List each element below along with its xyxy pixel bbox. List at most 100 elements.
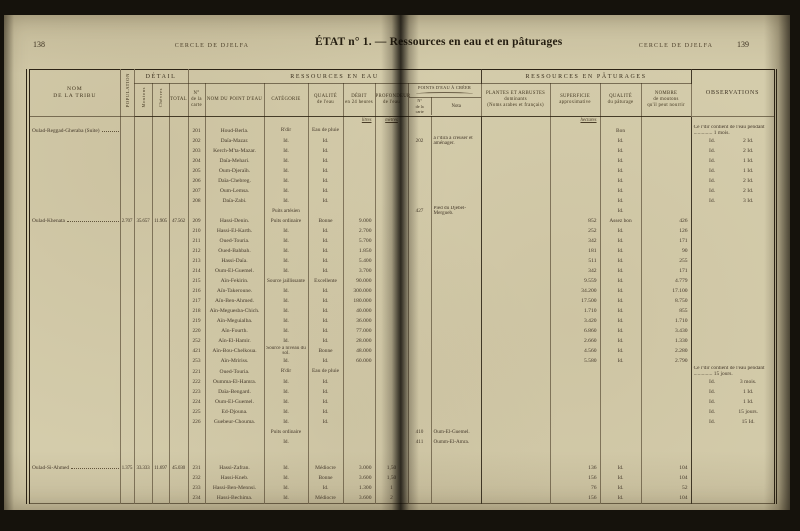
cell-debit: 180.000 [343, 296, 376, 307]
cell-population [120, 326, 135, 337]
cell-categorie: Id. [264, 336, 309, 347]
cell-tribe [28, 417, 121, 428]
cell-nombre-moutons: 104 [641, 493, 692, 504]
cell-pec-nota: Pied du Djebel-Mergueb. [431, 206, 482, 217]
cell-total [169, 176, 189, 187]
cell-plantes [481, 417, 551, 428]
cell-population [120, 176, 135, 187]
cell-chevres [152, 296, 170, 307]
table-row: 214 Oum-El-Guemel. Id. Id. 3.700 342 Id. 171 [28, 266, 776, 277]
cell-pec-no: 427 [408, 206, 432, 217]
cell-tribe [28, 146, 121, 157]
cell-observations: Id. 1 Id. [691, 397, 776, 408]
cell-tribe [28, 483, 121, 494]
cell-tribe [28, 316, 121, 327]
cell-total [169, 286, 189, 297]
cell-qualite-eau: Id. [308, 326, 344, 337]
cell-tribe [28, 407, 121, 418]
cell-population [120, 296, 135, 307]
cell-qualite-eau: Id. [308, 377, 344, 388]
cell-nom-point-eau: Ed-Djouna. [205, 407, 265, 418]
book-page-spread: 138 CERCLE DE DJELFA ÉTAT n° 1. — Ressou… [4, 15, 790, 510]
cell-profondeur [375, 377, 409, 388]
cell-carte-no: 215 [188, 276, 206, 287]
table-row: 203 Kerch-M'ta-Mazar. Id. Id. Id. Id. 2 Id. [28, 146, 776, 157]
cell-plantes [481, 326, 551, 337]
cell-carte-no: 205 [188, 166, 206, 177]
cell-debit [343, 206, 376, 217]
cell-plantes [481, 186, 551, 197]
cell-total [169, 356, 189, 367]
cell-plantes [481, 377, 551, 388]
cell-superficie: 2.660 [550, 336, 601, 347]
cell-nom-point-eau: Aïn-Bou-Chelkoua. [205, 346, 265, 357]
cell-chevres [152, 276, 170, 287]
cell-pec-no [408, 336, 432, 347]
cell-nom-point-eau: Hassi-El-Karth. [205, 226, 265, 237]
cell-superficie [550, 206, 601, 217]
cell-nombre-moutons: 90 [641, 246, 692, 257]
table-row: 205 Oum-Djeraïh. Id. Id. Id. Id. 1 Id. [28, 166, 776, 177]
cell-categorie: Id. [264, 226, 309, 237]
cell-qualite-paturage: Id. [600, 493, 642, 504]
cell-observations: Id. 3 Id. [691, 196, 776, 207]
cell-superficie [550, 377, 601, 388]
cell-moutons [134, 473, 153, 484]
cell-superficie: 17.500 [550, 296, 601, 307]
cell-debit [343, 417, 376, 428]
cell-superficie: 852 [550, 216, 601, 227]
cell-chevres [152, 417, 170, 428]
cell-moutons [134, 296, 153, 307]
cell-chevres [152, 266, 170, 277]
cell-chevres [152, 146, 170, 157]
cell-total [169, 417, 189, 428]
cell-pec-no [408, 116, 432, 125]
cell-tribe: Oulad-Reggad-Gheraba (Suite) [28, 125, 121, 137]
header-chevres: Chèvres [152, 83, 170, 117]
cell-debit [343, 146, 376, 157]
cell-pec-nota [431, 266, 482, 277]
table-row: Puits ordinaire 410 Oum-El-Guemel. [28, 427, 776, 438]
cell-qualite-paturage: Id. [600, 136, 642, 147]
cell-qualite-eau: Id. [308, 387, 344, 398]
cell-carte-no: 226 [188, 417, 206, 428]
cell-moutons [134, 166, 153, 177]
cell-pec-no [408, 166, 432, 177]
cell-chevres [152, 387, 170, 398]
table-row: 210 Hassi-El-Karth. Id. Id. 2.700 252 Id. 126 [28, 226, 776, 237]
cell-profondeur [375, 447, 409, 464]
cell-categorie: Id. [264, 236, 309, 247]
cell-chevres [152, 236, 170, 247]
cell-pec-nota [431, 356, 482, 367]
cell-observations [691, 266, 776, 277]
cell-profondeur [375, 216, 409, 227]
cell-qualite-paturage: Id. [600, 316, 642, 327]
cell-carte-no: 253 [188, 356, 206, 367]
cell-pec-no [408, 236, 432, 247]
cell-plantes [481, 493, 551, 504]
cell-profondeur [375, 136, 409, 147]
cell-qualite-eau: Bonne [308, 473, 344, 484]
cell-plantes [481, 136, 551, 147]
cell-population [120, 356, 135, 367]
table-row: Oulad-Reggad-Gheraba (Suite) 201 Houd-Berl… [28, 125, 776, 137]
cell-moutons [134, 286, 153, 297]
spacer-row [28, 447, 776, 464]
cell-carte-no: 223 [188, 387, 206, 398]
cell-superficie: 5.580 [550, 356, 601, 367]
cell-tribe [28, 136, 121, 147]
cell-superficie [550, 125, 601, 137]
cell-nombre-moutons: 8.750 [641, 296, 692, 307]
cell-nom-point-eau: Aïn-Ben-Ahmed. [205, 296, 265, 307]
cell-profondeur [375, 186, 409, 197]
cell-nombre-moutons: 426 [641, 216, 692, 227]
cell-tribe [28, 236, 121, 247]
cell-nombre-moutons [641, 427, 692, 438]
cell-total: 47.562 [169, 216, 189, 227]
header-ressources-eau: RESSOURCES EN EAU [188, 69, 482, 84]
cell-nom-point-eau: Oum-Lemsa. [205, 186, 265, 197]
cell-population [120, 437, 135, 448]
cell-pec-no [408, 356, 432, 367]
cell-carte-no: 218 [188, 306, 206, 317]
cell-qualite-eau: Id. [308, 146, 344, 157]
